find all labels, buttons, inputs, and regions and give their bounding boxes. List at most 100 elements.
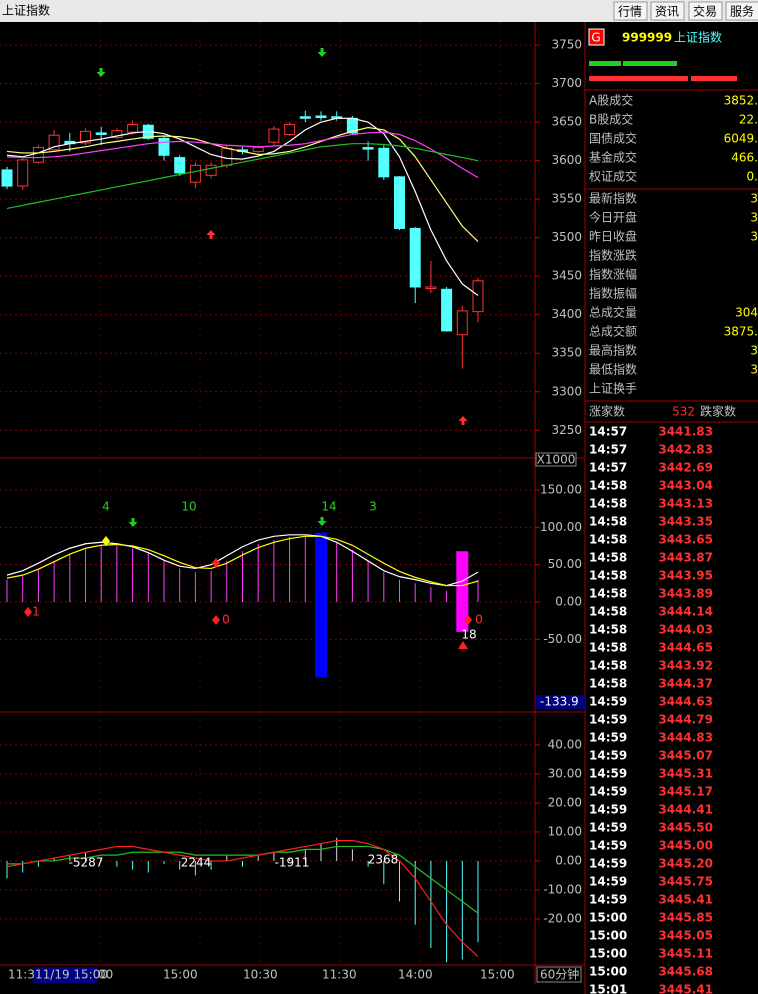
tick-price: 3445.11	[658, 947, 713, 961]
signal-arrow	[458, 641, 468, 649]
menu-button[interactable]	[688, 1, 723, 21]
y-tick-label: 3750	[551, 38, 582, 52]
tick-price: 3445.85	[658, 911, 713, 925]
y-tick-label: -20.00	[543, 911, 582, 925]
tick-price: 3445.05	[658, 929, 713, 943]
row-value: 3	[750, 363, 758, 377]
osc-annotation: 3	[369, 500, 377, 514]
row-label: A股成交	[589, 93, 633, 108]
y-tick-label: 100.00	[540, 520, 582, 534]
tick-price: 3444.63	[658, 695, 713, 709]
candle-body	[378, 147, 390, 178]
tick-time: 14:59	[589, 731, 627, 745]
candle-body	[189, 164, 201, 183]
row-value: 3	[750, 192, 758, 206]
candle-body	[127, 123, 139, 133]
signal-arrow	[206, 230, 216, 239]
tick-price: 3445.75	[658, 875, 713, 889]
tick-time: 14:58	[589, 551, 627, 565]
tick-time: 14:59	[589, 749, 627, 763]
menu-button-label[interactable]: 交易	[693, 4, 717, 19]
osc-span	[315, 532, 327, 678]
menu-button[interactable]	[650, 1, 685, 21]
menu-button-label[interactable]: 行情	[618, 5, 642, 19]
menu-button[interactable]	[613, 1, 648, 21]
stock-code: 999999	[622, 31, 672, 45]
y-tick-label: 10.00	[548, 824, 582, 838]
tick-price: 3443.65	[658, 533, 713, 547]
row-value: 3875.	[724, 325, 758, 339]
macd-annotation: -5287	[69, 856, 104, 870]
tick-price: 3443.04	[658, 479, 713, 493]
row-label: 总成交额	[589, 324, 637, 339]
tick-time: 14:59	[589, 695, 627, 709]
row-label: 昨日收盘	[589, 229, 637, 244]
y-tick-label: 30.00	[548, 766, 582, 780]
row-label: 国债成交	[589, 131, 637, 146]
tick-time: 14:59	[589, 875, 627, 889]
indicator-line	[6, 534, 479, 587]
cursor-label: -133.9	[540, 694, 579, 708]
y-tick-label: 3700	[551, 76, 582, 90]
signal-arrow	[128, 518, 138, 527]
y-tick-label: 3450	[551, 269, 582, 283]
row-label: 指数涨幅	[589, 267, 637, 282]
candle-body	[441, 288, 453, 332]
tick-time: 15:00	[589, 911, 627, 925]
period-label[interactable]: 60分钟	[540, 967, 579, 982]
candle-body	[158, 137, 170, 156]
row-label: B股成交	[589, 112, 633, 127]
tick-price: 3444.41	[658, 803, 713, 817]
osc-annotation: 14	[321, 500, 336, 514]
x-tick-label: 11:3	[8, 968, 35, 982]
tick-time: 14:59	[589, 713, 627, 727]
y-tick-label: 150.00	[540, 483, 582, 497]
diamond	[212, 615, 220, 625]
indicator-line	[6, 126, 479, 242]
x-tick-label: 11/19 15:00	[35, 968, 108, 982]
signal-arrow	[96, 68, 106, 77]
tick-price: 3445.41	[658, 893, 713, 907]
candle-body	[95, 132, 107, 135]
row-label: 总成交量	[589, 305, 637, 320]
tick-time: 14:58	[589, 623, 627, 637]
menu-button-label[interactable]: 资讯	[655, 5, 679, 19]
osc-annotation: 0	[222, 613, 230, 627]
tick-time: 14:58	[589, 497, 627, 511]
tick-time: 14:59	[589, 803, 627, 817]
badge-label: G	[591, 31, 600, 45]
tick-price: 3444.37	[658, 677, 713, 691]
bar	[691, 76, 737, 81]
y-tick-label: 3550	[551, 192, 582, 206]
indicator-line	[6, 535, 479, 587]
candle-body	[205, 164, 217, 176]
row-value: 304	[735, 306, 758, 320]
osc-span	[456, 551, 469, 632]
indicator-line	[7, 845, 479, 914]
bar	[589, 61, 621, 66]
row-value: 3	[750, 344, 758, 358]
osc-annotation: 18	[461, 628, 476, 642]
tick-price: 3445.41	[658, 983, 713, 994]
row-label: 权证成交	[589, 169, 637, 184]
row-label: 最新指数	[589, 191, 637, 206]
row-value: 466.	[731, 151, 758, 165]
signal-arrow	[317, 48, 327, 57]
y-tick-label: 3350	[551, 346, 582, 360]
menu-button-label[interactable]: 服务	[730, 4, 754, 19]
menu-button[interactable]	[725, 1, 758, 21]
y-tick-label: 40.00	[548, 738, 582, 752]
tick-price: 3444.79	[658, 713, 713, 727]
x-tick-label: 14:00	[398, 968, 433, 982]
candle-body	[425, 286, 437, 290]
bar	[623, 61, 677, 66]
y-tick-label: -10.00	[543, 882, 582, 896]
tick-time: 14:58	[589, 533, 627, 547]
tick-price: 3443.13	[658, 497, 713, 511]
y-tick-label: 50.00	[548, 557, 582, 571]
candle-body	[456, 310, 468, 336]
candle-body	[362, 147, 374, 150]
tick-price: 3444.14	[658, 605, 713, 619]
x-tick-label: 00	[98, 968, 113, 982]
tick-time: 14:58	[589, 659, 627, 673]
